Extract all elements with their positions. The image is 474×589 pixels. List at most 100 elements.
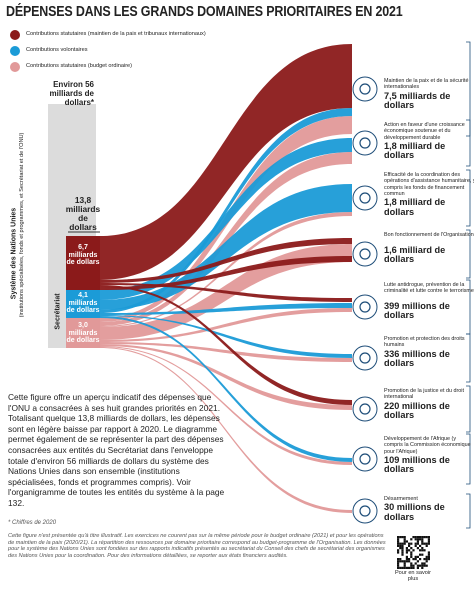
qr-module	[419, 564, 422, 567]
qr-caption: Pour en savoir plus	[394, 570, 432, 583]
qr-module	[423, 558, 426, 561]
qr-module	[403, 540, 406, 543]
qr-module	[425, 560, 428, 563]
legend-swatch	[10, 62, 20, 72]
domain-icon-glyph	[359, 248, 371, 260]
domain-amount: 220 millions de dollars	[384, 400, 450, 421]
qr-module	[405, 560, 408, 563]
qr-module	[419, 549, 422, 552]
qr-module	[419, 553, 422, 556]
qr-module	[408, 558, 411, 561]
qr-module	[399, 558, 402, 561]
secretariat-part: 6,7 milliards de dollars	[66, 244, 100, 266]
qr-module	[403, 562, 406, 565]
qr-module	[397, 542, 400, 545]
flow	[100, 342, 352, 362]
domain-icon	[352, 446, 378, 472]
qr-module	[416, 564, 419, 567]
qr-module	[427, 551, 430, 554]
flow	[100, 256, 352, 290]
qr-module	[423, 564, 426, 567]
qr-module	[397, 562, 400, 565]
domain-description: Efficacité de la coordination des opérat…	[384, 172, 474, 197]
domain-icon	[352, 130, 378, 156]
flow	[100, 315, 352, 358]
qr-module	[425, 544, 428, 547]
qr-module	[408, 566, 411, 569]
domain-amount: 1,8 milliard de dollars	[384, 140, 446, 161]
qr-module	[412, 566, 415, 569]
qr-module	[408, 549, 411, 552]
qr-module	[405, 551, 408, 554]
qr-module	[401, 536, 404, 539]
qr-module	[403, 536, 406, 539]
qr-module	[412, 558, 415, 561]
qr-module	[416, 536, 419, 539]
qr-module	[405, 549, 408, 552]
qr-module	[405, 547, 408, 550]
flow	[100, 152, 352, 326]
qr-module	[423, 549, 426, 552]
qr-module	[408, 542, 411, 545]
domain-amount: 30 millions de dollars	[384, 502, 445, 522]
qr-module	[416, 560, 419, 563]
qr-module	[397, 560, 400, 563]
qr-module	[399, 547, 402, 550]
qr-module	[414, 562, 417, 565]
qr-module	[419, 536, 422, 539]
qr-module	[403, 566, 406, 569]
domain-icon	[352, 241, 378, 267]
qr-module	[405, 558, 408, 561]
qr-module	[412, 549, 415, 552]
domain-icon-glyph	[359, 453, 371, 465]
secretariat-block	[66, 318, 100, 348]
qr-module	[410, 555, 413, 558]
secretariat-block	[66, 290, 100, 318]
qr-module	[397, 540, 400, 543]
qr-module	[401, 566, 404, 569]
qr-module	[401, 560, 404, 563]
domain-description: Maintien de la paix et de la sécurité in…	[384, 78, 469, 91]
qr-module	[423, 562, 426, 565]
legend-item: Contributions statutaires (budget ordina…	[26, 63, 133, 69]
qr-module	[399, 560, 402, 563]
domain-icon-glyph	[359, 192, 371, 204]
qr-module	[421, 564, 424, 567]
secretariat-block	[66, 236, 100, 290]
qr-module	[397, 566, 400, 569]
domain-amount: 109 millions de dollars	[384, 454, 450, 475]
qr-module	[414, 558, 417, 561]
legend-swatch	[10, 46, 20, 56]
qr-module	[401, 547, 404, 550]
qr-module	[427, 558, 430, 561]
domain-bracket	[466, 169, 471, 227]
qr-module	[427, 540, 430, 543]
qr-module	[416, 547, 419, 550]
qr-module	[425, 558, 428, 561]
domain-icon	[352, 498, 378, 524]
domain-bracket	[466, 433, 471, 485]
flow	[100, 285, 352, 405]
system-sublabel: (institutions spécialisées, fonds et pro…	[19, 132, 25, 318]
qr-module	[419, 558, 422, 561]
qr-module	[421, 562, 424, 565]
domain-description: Désarmement	[384, 496, 418, 502]
qr-module	[397, 544, 400, 547]
flow	[100, 138, 352, 300]
qr-module	[421, 553, 424, 556]
qr-module	[408, 560, 411, 563]
flow	[100, 346, 352, 465]
secretariat-label: Secrétariat	[54, 293, 62, 330]
domain-icon-glyph	[359, 83, 371, 95]
qr-module	[401, 553, 404, 556]
qr-module	[416, 555, 419, 558]
qr-module	[410, 542, 413, 545]
qr-module	[399, 536, 402, 539]
qr-module	[421, 540, 424, 543]
flow	[100, 308, 352, 342]
qr-module	[410, 553, 413, 556]
domain-icon-glyph	[359, 403, 371, 415]
domain-description: Promotion de la justice et du droit inte…	[384, 388, 465, 401]
